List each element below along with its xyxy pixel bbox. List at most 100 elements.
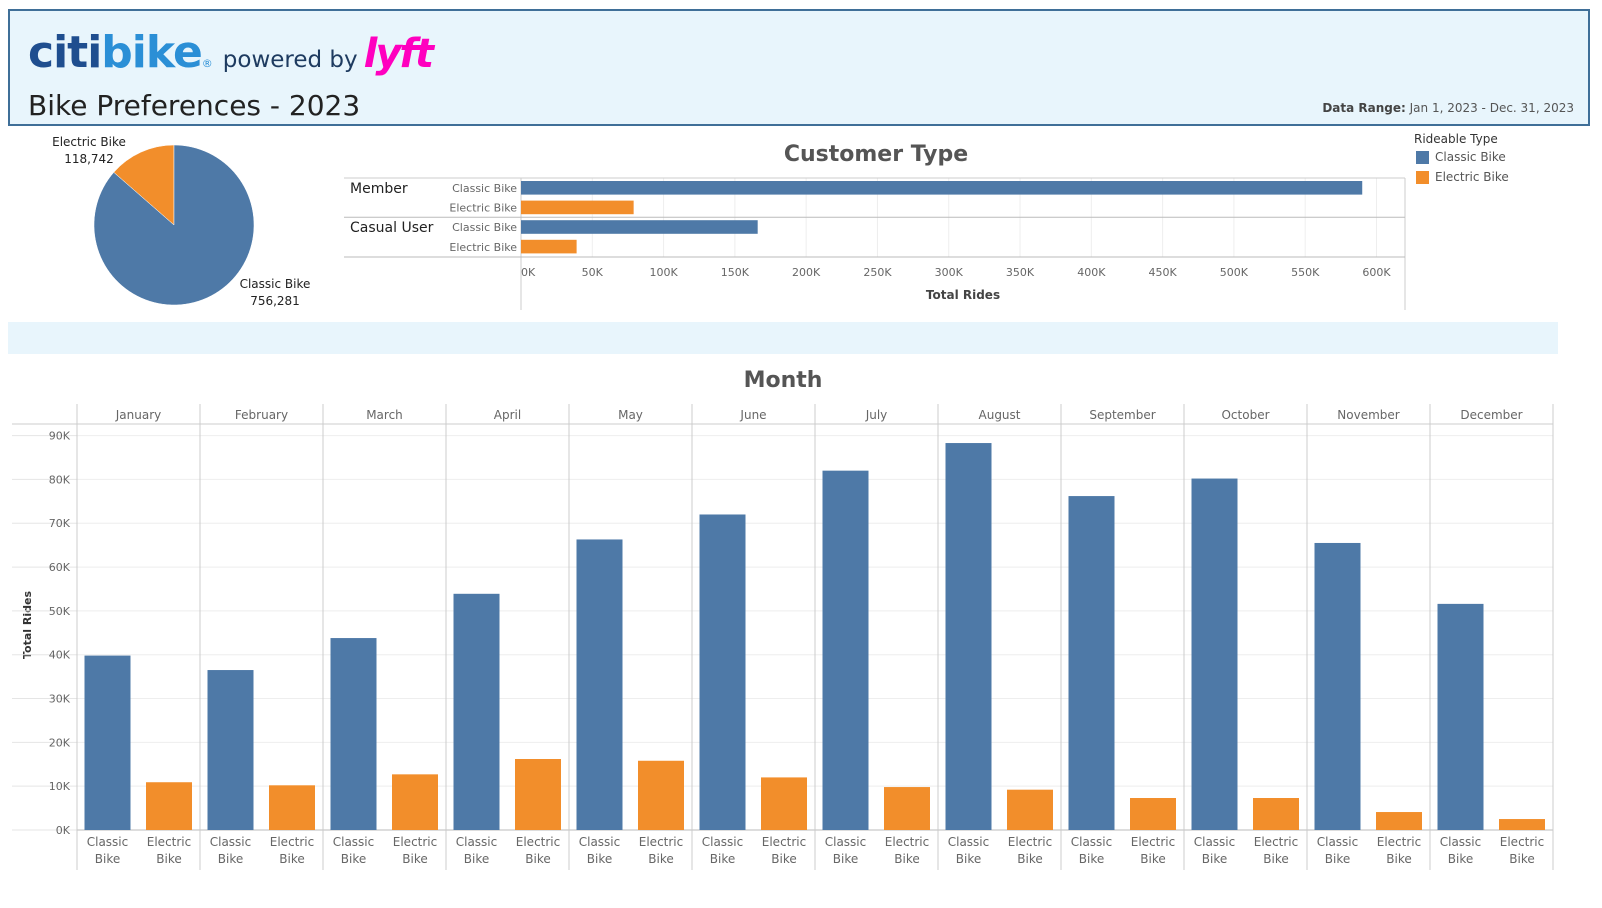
- month-y-tick: 90K: [49, 430, 71, 443]
- month-bar-may-electric: [638, 760, 684, 830]
- month-x-sub-label: Bike: [218, 852, 243, 866]
- citibike-lyft-logo: citibike® powered by lyft: [28, 27, 434, 78]
- legend-swatch-classic: [1416, 150, 1429, 164]
- month-x-sub-label: Bike: [771, 852, 796, 866]
- month-x-sub-label: Bike: [341, 852, 366, 866]
- customer-x-tick: 50K: [582, 266, 604, 279]
- legend-swatch-electric: [1416, 170, 1429, 184]
- month-x-sub-label: Bike: [1325, 852, 1350, 866]
- month-bar-september-electric: [1130, 798, 1176, 830]
- month-bar-june-classic: [699, 514, 746, 830]
- customer-x-tick: 400K: [1077, 266, 1106, 279]
- month-x-sub-label: Electric: [639, 835, 683, 849]
- month-bar-october-electric: [1253, 798, 1299, 830]
- month-header-label: May: [618, 408, 643, 422]
- customer-type-chart: Customer Type Member Classic Bike Electric…: [344, 142, 1406, 310]
- month-x-sub-label: Bike: [1140, 852, 1165, 866]
- month-x-sub-label: Classic: [87, 835, 129, 849]
- month-header-label: February: [235, 408, 288, 422]
- month-x-sub-label: Classic: [702, 835, 744, 849]
- month-x-sub-label: Electric: [393, 835, 437, 849]
- month-bar-march-classic: [330, 638, 377, 830]
- month-x-sub-label: Bike: [156, 852, 181, 866]
- pie-label-electric-value: 118,742: [64, 152, 114, 166]
- month-bar-february-electric: [269, 785, 315, 830]
- month-bar-august-classic: [945, 443, 992, 830]
- month-x-sub-label: Bike: [587, 852, 612, 866]
- month-bar-december-electric: [1499, 819, 1545, 830]
- month-x-sub-label: Classic: [948, 835, 990, 849]
- customer-bar-member-classic: [521, 181, 1363, 195]
- customer-x-tick: 250K: [863, 266, 892, 279]
- month-bar-october-classic: [1191, 478, 1238, 830]
- customer-x-tick: 500K: [1220, 266, 1249, 279]
- customer-bar-label: Electric Bike: [449, 202, 517, 215]
- month-header-label: March: [366, 408, 403, 422]
- month-x-sub-label: Bike: [1017, 852, 1042, 866]
- pie-label-classic-value: 756,281: [250, 294, 300, 308]
- month-x-sub-label: Classic: [456, 835, 498, 849]
- month-x-sub-label: Classic: [333, 835, 375, 849]
- month-y-tick: 10K: [49, 780, 71, 793]
- month-header-label: July: [865, 408, 888, 422]
- month-bar-march-electric: [392, 774, 438, 830]
- month-x-sub-label: Classic: [1194, 835, 1236, 849]
- month-x-sub-label: Bike: [1263, 852, 1288, 866]
- month-y-tick: 20K: [49, 736, 71, 749]
- month-bar-april-electric: [515, 759, 561, 830]
- month-x-sub-label: Electric: [1131, 835, 1175, 849]
- month-header-label: December: [1460, 408, 1522, 422]
- month-x-sub-label: Bike: [402, 852, 427, 866]
- date-range-value: Jan 1, 2023 - Dec. 31, 2023: [1409, 101, 1574, 115]
- month-x-sub-label: Bike: [1386, 852, 1411, 866]
- customer-bar-casual-user-classic: [521, 220, 758, 234]
- date-range: Data Range: Jan 1, 2023 - Dec. 31, 2023: [1322, 101, 1574, 115]
- month-header-label: September: [1089, 408, 1155, 422]
- month-x-sub-label: Classic: [1071, 835, 1113, 849]
- month-x-sub-label: Electric: [762, 835, 806, 849]
- month-x-sub-label: Electric: [1254, 835, 1298, 849]
- date-range-label: Data Range:: [1322, 101, 1406, 115]
- month-bar-july-classic: [822, 470, 869, 830]
- customer-x-tick: 100K: [649, 266, 678, 279]
- legend-item-electric[interactable]: Electric Bike: [1416, 170, 1509, 184]
- month-x-sub-label: Bike: [833, 852, 858, 866]
- month-x-sub-label: Electric: [1008, 835, 1052, 849]
- month-header-label: October: [1221, 408, 1269, 422]
- month-bar-july-electric: [884, 787, 930, 830]
- customer-x-tick: 450K: [1149, 266, 1178, 279]
- pie-label-electric-name: Electric Bike: [52, 135, 126, 149]
- month-y-axis-label: Total Rides: [21, 591, 34, 659]
- pie-label-classic-name: Classic Bike: [240, 277, 311, 291]
- month-x-sub-label: Electric: [1377, 835, 1421, 849]
- month-bar-february-classic: [207, 670, 254, 830]
- month-bar-december-classic: [1437, 603, 1484, 830]
- month-y-tick: 40K: [49, 649, 71, 662]
- month-x-sub-label: Classic: [1440, 835, 1482, 849]
- month-x-sub-label: Bike: [1079, 852, 1104, 866]
- month-x-sub-label: Bike: [894, 852, 919, 866]
- month-x-sub-label: Electric: [516, 835, 560, 849]
- month-x-sub-label: Bike: [279, 852, 304, 866]
- month-chart-title: Month: [744, 368, 823, 393]
- month-x-sub-label: Bike: [956, 852, 981, 866]
- month-x-sub-label: Classic: [579, 835, 621, 849]
- month-y-tick: 70K: [49, 517, 71, 530]
- month-bar-november-classic: [1314, 542, 1361, 830]
- pie-chart: Electric Bike 118,742 Classic Bike 756,2…: [52, 135, 311, 308]
- legend-title: Rideable Type: [1414, 132, 1498, 146]
- pie-slice-electric: [113, 144, 175, 226]
- month-bar-january-electric: [146, 782, 192, 830]
- month-x-sub-label: Bike: [1202, 852, 1227, 866]
- month-chart: Month Total Rides 0K 10K 20K 30K 40K 50K 60K 70…: [12, 368, 1554, 870]
- customer-x-tick: 550K: [1291, 266, 1320, 279]
- customer-bar-label: Electric Bike: [449, 241, 517, 254]
- month-header-label: April: [494, 408, 521, 422]
- month-bar-april-classic: [453, 593, 500, 830]
- month-header-label: January: [115, 408, 162, 422]
- legend-item-classic[interactable]: Classic Bike: [1416, 150, 1509, 164]
- month-x-sub-label: Classic: [825, 835, 867, 849]
- legend-label-electric: Electric Bike: [1435, 170, 1509, 184]
- month-y-tick: 0K: [56, 824, 71, 837]
- customer-chart-title: Customer Type: [784, 142, 968, 167]
